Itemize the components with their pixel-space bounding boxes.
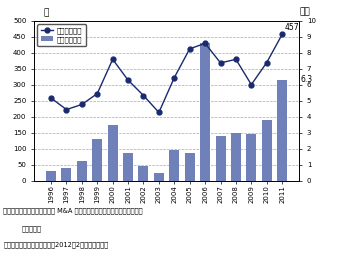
- Text: 6.3: 6.3: [301, 75, 313, 84]
- Bar: [154, 173, 164, 181]
- Text: 件: 件: [44, 9, 49, 18]
- Bar: [108, 125, 118, 181]
- Bar: [123, 154, 133, 181]
- Text: 兆円: 兆円: [299, 7, 310, 16]
- Bar: [200, 43, 210, 181]
- Bar: [46, 171, 56, 181]
- Bar: [216, 136, 225, 181]
- Text: のに限る。: のに限る。: [22, 226, 42, 232]
- Bar: [246, 134, 256, 181]
- Bar: [77, 162, 87, 181]
- Bar: [92, 139, 102, 181]
- Bar: [231, 133, 241, 181]
- Bar: [185, 154, 195, 181]
- Bar: [277, 80, 287, 181]
- Bar: [169, 150, 179, 181]
- Bar: [262, 120, 272, 181]
- Text: 457: 457: [285, 23, 299, 32]
- Text: 資料：レコフデータベース（2012年2月）から作成。: 資料：レコフデータベース（2012年2月）から作成。: [3, 241, 108, 248]
- Legend: 件数（左軸）, 金額（右軸）: 件数（左軸）, 金額（右軸）: [37, 24, 86, 46]
- Bar: [62, 168, 71, 181]
- Bar: [138, 166, 149, 181]
- Text: 備考：発表案件、グループ内 M&A を含まない。金額は公表されているも: 備考：発表案件、グループ内 M&A を含まない。金額は公表されているも: [3, 208, 143, 214]
